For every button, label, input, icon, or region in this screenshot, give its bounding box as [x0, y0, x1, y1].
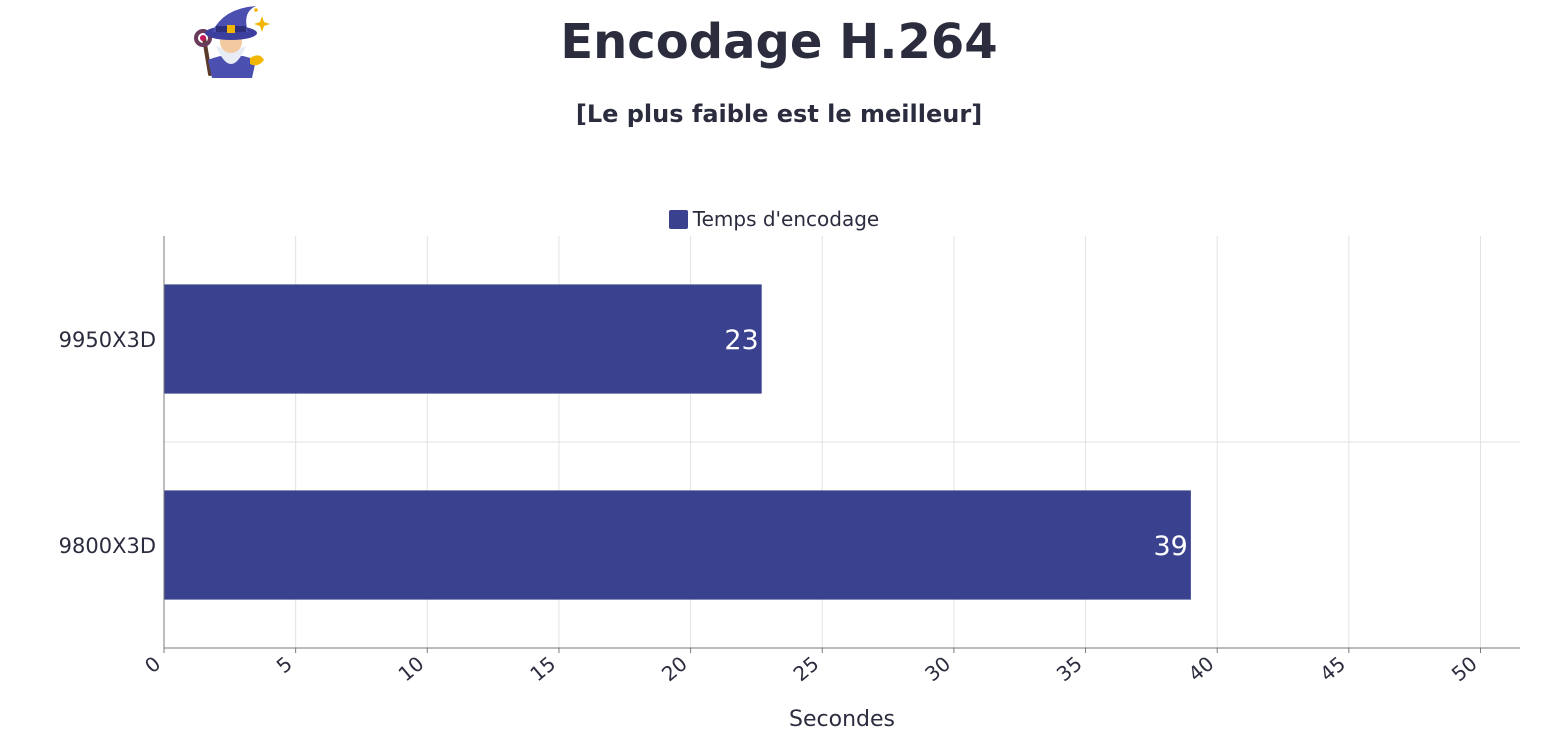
x-axis-title: Secondes: [789, 707, 895, 732]
x-tick-label: 5: [272, 651, 297, 678]
x-tick-label: 10: [394, 651, 429, 686]
x-tick-label: 50: [1447, 651, 1482, 686]
legend[interactable]: Temps d'encodage: [0, 207, 1558, 231]
bar: [164, 490, 1191, 600]
chart-title: Encodage H.264: [560, 14, 998, 70]
legend-swatch: [668, 209, 688, 229]
x-tick-label: 20: [657, 651, 692, 686]
x-tick-label: 25: [789, 651, 824, 686]
x-tick-label: 35: [1052, 651, 1087, 686]
bar: [164, 284, 762, 394]
x-tick-label: 30: [920, 651, 955, 686]
x-tick-label: 45: [1315, 651, 1350, 686]
chart-subtitle: [Le plus faible est le meilleur]: [575, 100, 983, 128]
y-tick-label: 9800X3D: [59, 534, 156, 558]
x-tick-label: 40: [1183, 651, 1218, 686]
legend-label: Temps d'encodage: [692, 207, 880, 231]
y-tick-label: 9950X3D: [59, 328, 156, 352]
x-tick-label: 15: [525, 651, 560, 686]
wizard-icon: [194, 6, 270, 78]
x-tick-label: 0: [140, 651, 165, 678]
bar-value-label: 39: [1154, 531, 1188, 562]
bar-value-label: 23: [724, 325, 758, 356]
